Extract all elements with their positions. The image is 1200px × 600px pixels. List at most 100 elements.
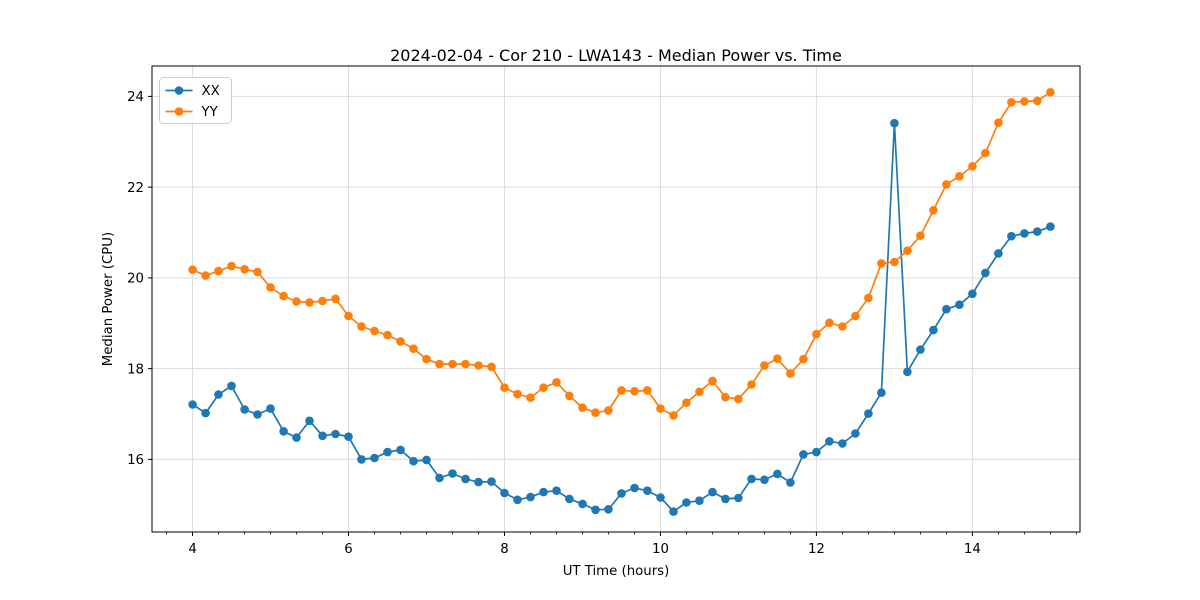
data-point-YY [279, 291, 288, 301]
data-point-XX [253, 410, 262, 419]
data-point-XX [630, 483, 639, 493]
data-point-YY [656, 404, 665, 413]
data-point-YY [305, 298, 314, 307]
data-point-XX [682, 498, 691, 507]
data-point-XX [877, 388, 886, 398]
data-point-YY [799, 354, 808, 364]
series-line-YY [192, 91, 1051, 417]
data-point-XX [500, 488, 509, 498]
data-point-YY [695, 387, 704, 397]
data-point-XX [786, 478, 795, 487]
data-point-YY [318, 296, 327, 306]
data-point-XX [370, 453, 379, 463]
data-point-XX [214, 390, 223, 399]
data-point-YY [1020, 97, 1029, 106]
data-point-YY [734, 394, 743, 404]
data-point-YY [396, 337, 405, 346]
data-point-XX [838, 439, 847, 448]
data-point-YY [474, 361, 483, 370]
data-point-YY [643, 386, 652, 395]
x-tick-label: 14 [964, 542, 981, 557]
legend-label-YY: YY [201, 105, 219, 120]
data-point-XX [721, 494, 730, 504]
data-point-YY [344, 311, 353, 321]
data-point-XX [240, 405, 249, 414]
data-point-XX [409, 456, 418, 466]
data-point-XX [318, 431, 327, 441]
data-point-YY [552, 378, 561, 387]
data-point-YY [760, 361, 769, 370]
data-point-XX [617, 489, 626, 498]
data-point-XX [669, 507, 678, 516]
data-point-YY [825, 318, 834, 328]
data-point-YY [461, 359, 470, 369]
data-point-YY [1007, 98, 1016, 107]
data-point-XX [799, 450, 808, 459]
y-axis-label: Median Power (CPU) [101, 232, 116, 366]
data-point-XX [513, 495, 522, 505]
data-point-YY [838, 322, 847, 331]
data-point-YY [851, 311, 860, 321]
data-point-XX [1046, 222, 1055, 231]
data-point-YY [253, 267, 262, 277]
data-point-YY [617, 386, 626, 395]
data-point-YY [487, 362, 496, 372]
data-point-XX [487, 477, 496, 486]
x-axis-label: UT Time (hours) [563, 564, 670, 579]
series-XX [188, 118, 1055, 516]
data-point-XX [1007, 231, 1016, 241]
data-point-XX [448, 469, 457, 478]
x-tick-label: 10 [652, 542, 669, 557]
data-point-YY [877, 259, 886, 268]
data-point-XX [604, 505, 613, 514]
data-point-XX [539, 487, 548, 497]
data-point-XX [344, 432, 353, 442]
data-point-XX [279, 427, 288, 436]
data-point-YY [526, 393, 535, 403]
data-point-XX [812, 447, 821, 457]
data-point-XX [591, 505, 600, 515]
x-tick-label: 12 [808, 542, 825, 557]
data-point-XX [773, 469, 782, 479]
data-point-XX [383, 447, 392, 457]
data-point-XX [942, 304, 951, 314]
data-point-YY [929, 206, 938, 215]
data-point-YY [682, 398, 691, 408]
data-point-XX [201, 408, 210, 418]
data-point-YY [188, 265, 197, 275]
data-series [188, 88, 1055, 516]
series-line-XX [192, 122, 1051, 513]
data-point-YY [435, 359, 444, 369]
data-point-XX [916, 345, 925, 354]
data-point-YY [591, 408, 600, 418]
data-point-XX [357, 455, 366, 464]
chart-title: 2024-02-04 - Cor 210 - LWA143 - Median P… [390, 46, 842, 65]
data-point-XX [695, 496, 704, 506]
data-point-YY [357, 322, 366, 331]
x-tick-label: 6 [344, 542, 352, 557]
plot-border [151, 65, 1081, 533]
y-tick-label: 20 [127, 272, 144, 287]
y-tick-label: 18 [127, 362, 144, 377]
data-point-XX [552, 486, 561, 496]
data-point-YY [513, 389, 522, 399]
axes: 4 6 8 10 12 14 16 18 20 22 24 [127, 65, 1081, 557]
y-tick-label: 16 [127, 453, 144, 468]
data-point-XX [968, 289, 977, 299]
x-tick-label: 4 [188, 542, 196, 557]
data-point-XX [734, 493, 743, 503]
data-point-YY [968, 162, 977, 171]
grid-lines [152, 66, 1080, 532]
data-point-YY [916, 231, 925, 240]
data-point-YY [955, 172, 964, 181]
data-point-YY [942, 180, 951, 189]
y-tick-label: 24 [127, 90, 144, 105]
data-point-XX [305, 416, 314, 426]
series-YY [188, 88, 1055, 420]
data-point-XX [747, 474, 756, 484]
x-tick-label: 8 [500, 542, 508, 557]
data-point-XX [526, 492, 535, 502]
data-point-YY [201, 271, 210, 280]
data-point-XX [474, 477, 483, 487]
data-point-XX [851, 429, 860, 438]
